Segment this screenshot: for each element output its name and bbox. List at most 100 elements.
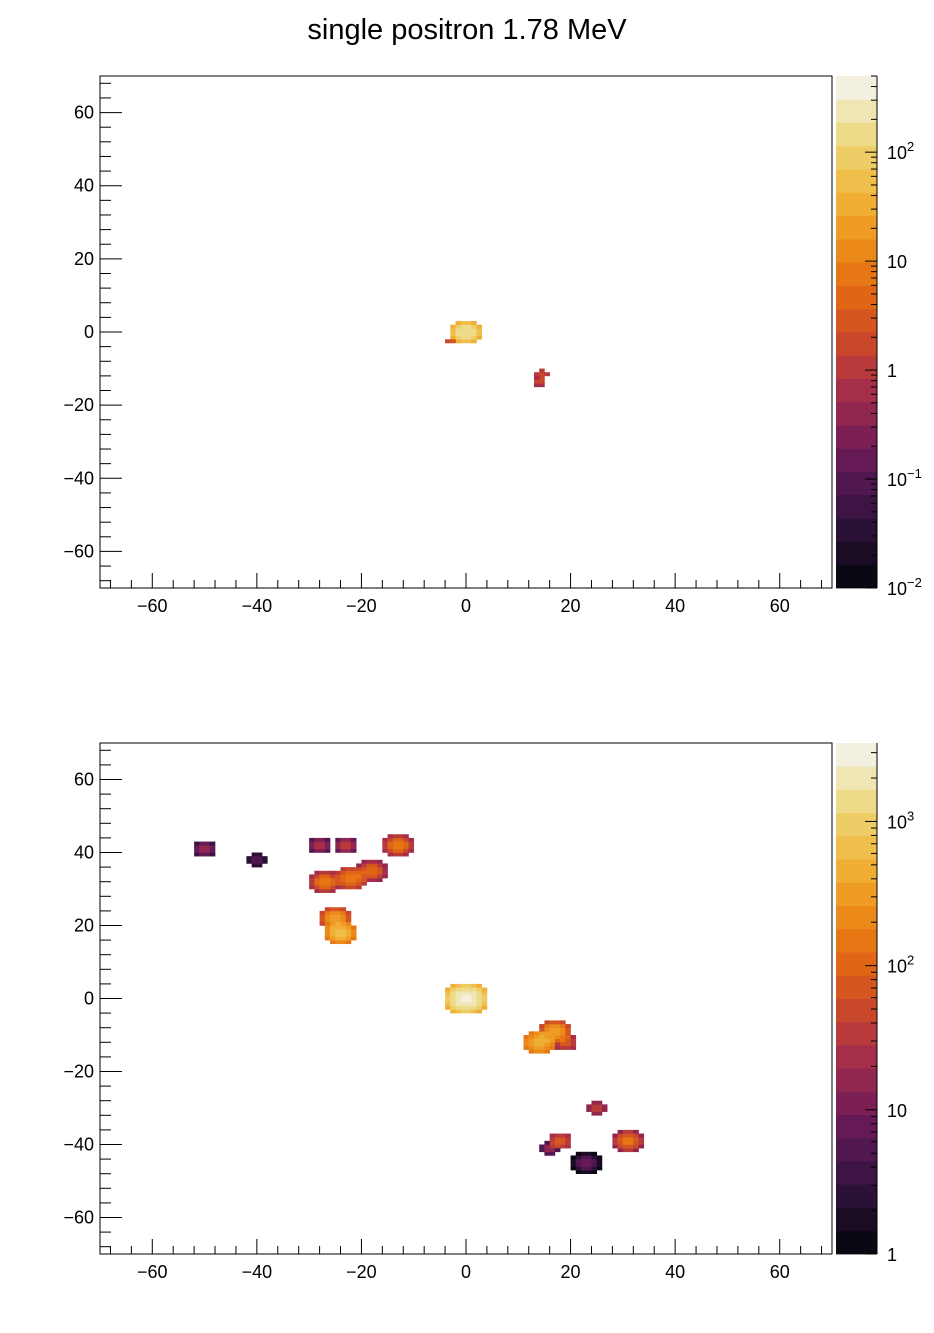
colorbar-band bbox=[836, 882, 877, 906]
colorbar-band bbox=[836, 743, 877, 767]
heatmap-bin bbox=[350, 932, 357, 937]
heatmap-bin bbox=[476, 335, 482, 340]
heatmap-bin bbox=[345, 878, 352, 882]
heatmap-bin bbox=[350, 841, 357, 846]
heatmap-bin bbox=[549, 1140, 556, 1145]
heatmap-bins bbox=[194, 834, 645, 1174]
heatmap-bin bbox=[533, 1038, 540, 1043]
heatmap-bin bbox=[539, 1144, 545, 1149]
heatmap-bin bbox=[450, 328, 456, 333]
heatmap-bin bbox=[324, 881, 331, 886]
heatmap-bin bbox=[554, 1133, 561, 1138]
heatmap-bin bbox=[319, 910, 326, 915]
x-tick-label: −60 bbox=[137, 596, 168, 616]
heatmap-bin bbox=[204, 841, 211, 846]
heatmap-bin bbox=[314, 845, 320, 850]
heatmap-bin bbox=[350, 874, 357, 879]
heatmap-bin bbox=[350, 936, 357, 941]
y-tick-label: −40 bbox=[63, 468, 94, 488]
heatmap-bin bbox=[314, 870, 320, 875]
heatmap-bin bbox=[450, 1005, 456, 1010]
heatmap-bin bbox=[570, 1038, 577, 1043]
heatmap-bin bbox=[319, 841, 326, 846]
heatmap-bin bbox=[570, 1166, 577, 1171]
heatmap-bin bbox=[539, 1024, 545, 1028]
heatmap-bin bbox=[528, 1045, 535, 1050]
heatmap-bin bbox=[450, 1002, 456, 1007]
colorbar-label: 10 bbox=[887, 1101, 907, 1121]
colorbar-band bbox=[836, 1044, 877, 1069]
heatmap-bin bbox=[460, 987, 467, 992]
heatmap-bin bbox=[544, 1151, 550, 1156]
colorbar-band bbox=[836, 1161, 877, 1185]
heatmap-bin bbox=[591, 1111, 598, 1116]
y-tick-label: 60 bbox=[74, 770, 94, 790]
heatmap-bin bbox=[398, 852, 404, 857]
heatmap-bin bbox=[330, 929, 336, 934]
heatmap-bin bbox=[256, 852, 263, 857]
heatmap-bin bbox=[570, 1045, 577, 1050]
heatmap-bin bbox=[460, 339, 467, 344]
heatmap-bin bbox=[466, 1005, 472, 1010]
heatmap-bin bbox=[628, 1133, 634, 1138]
heatmap-bin bbox=[471, 1005, 477, 1010]
heatmap-bin bbox=[544, 1035, 550, 1039]
heatmap-bin bbox=[581, 1166, 587, 1171]
heatmap-bin bbox=[570, 1035, 577, 1039]
heatmap-bin bbox=[544, 1027, 550, 1032]
heatmap-bin bbox=[246, 856, 252, 861]
heatmap-bin bbox=[377, 867, 383, 872]
heatmap-bin bbox=[377, 859, 383, 864]
heatmap-bin bbox=[377, 878, 383, 882]
heatmap-bin bbox=[460, 332, 467, 336]
heatmap-bin bbox=[549, 1035, 556, 1039]
heatmap-bin bbox=[309, 848, 315, 853]
heatmap-bin bbox=[450, 335, 456, 340]
heatmap-bin bbox=[324, 845, 331, 850]
x-tick-label: 40 bbox=[665, 596, 685, 616]
heatmap-bin bbox=[565, 1140, 571, 1145]
heatmap-bin bbox=[314, 885, 320, 890]
heatmap-bin bbox=[455, 335, 462, 340]
colorbar-band bbox=[836, 812, 877, 837]
heatmap-bin bbox=[256, 856, 263, 861]
heatmap-bin bbox=[350, 870, 357, 875]
heatmap-bin bbox=[560, 1137, 566, 1142]
heatmap-bin bbox=[565, 1024, 571, 1028]
heatmap-bin bbox=[460, 991, 467, 996]
heatmap-bin bbox=[581, 1162, 587, 1167]
x-tick-label: −40 bbox=[242, 596, 273, 616]
heatmap-bin bbox=[565, 1042, 571, 1047]
heatmap-bin bbox=[596, 1111, 603, 1116]
heatmap-bin bbox=[450, 324, 456, 329]
heatmap-bin bbox=[617, 1129, 624, 1134]
heatmap-bin bbox=[560, 1024, 566, 1028]
heatmap-bin bbox=[371, 878, 378, 882]
heatmap-bin bbox=[350, 929, 357, 934]
colorbar-band bbox=[836, 122, 877, 147]
heatmap-bin bbox=[596, 1166, 603, 1171]
heatmap-bin bbox=[403, 834, 409, 839]
heatmap-bin bbox=[533, 1042, 540, 1047]
heatmap-bin bbox=[392, 837, 399, 842]
heatmap-bin bbox=[549, 1144, 556, 1149]
heatmap-bin bbox=[324, 918, 331, 923]
heatmap-bin bbox=[330, 889, 336, 893]
heatmap-bin bbox=[628, 1129, 634, 1134]
heatmap-bin bbox=[455, 983, 462, 988]
heatmap-bin bbox=[586, 1166, 592, 1171]
heatmap-bin bbox=[324, 914, 331, 919]
heatmap-bin bbox=[476, 324, 482, 329]
heatmap-bin bbox=[554, 1020, 561, 1025]
heatmap-bin bbox=[361, 859, 367, 864]
colorbar-band bbox=[836, 789, 877, 814]
heatmap-bin bbox=[330, 874, 336, 879]
heatmap-bin bbox=[345, 867, 352, 872]
heatmap-bin bbox=[324, 932, 331, 937]
heatmap-bin bbox=[314, 881, 320, 886]
heatmap-bin bbox=[466, 321, 472, 325]
heatmap-bin bbox=[345, 881, 352, 886]
heatmap-bin bbox=[392, 841, 399, 846]
heatmap-bin bbox=[612, 1137, 618, 1142]
heatmap-bin bbox=[335, 929, 341, 934]
